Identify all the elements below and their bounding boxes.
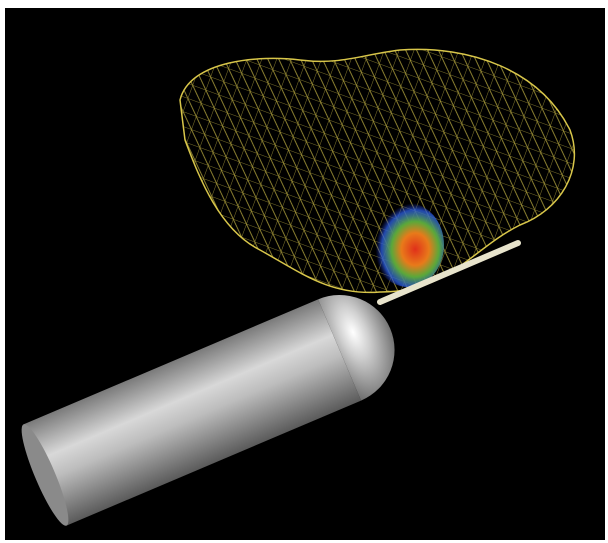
page <box>0 0 608 543</box>
render-view <box>0 0 608 543</box>
dose-cloud <box>372 203 444 287</box>
